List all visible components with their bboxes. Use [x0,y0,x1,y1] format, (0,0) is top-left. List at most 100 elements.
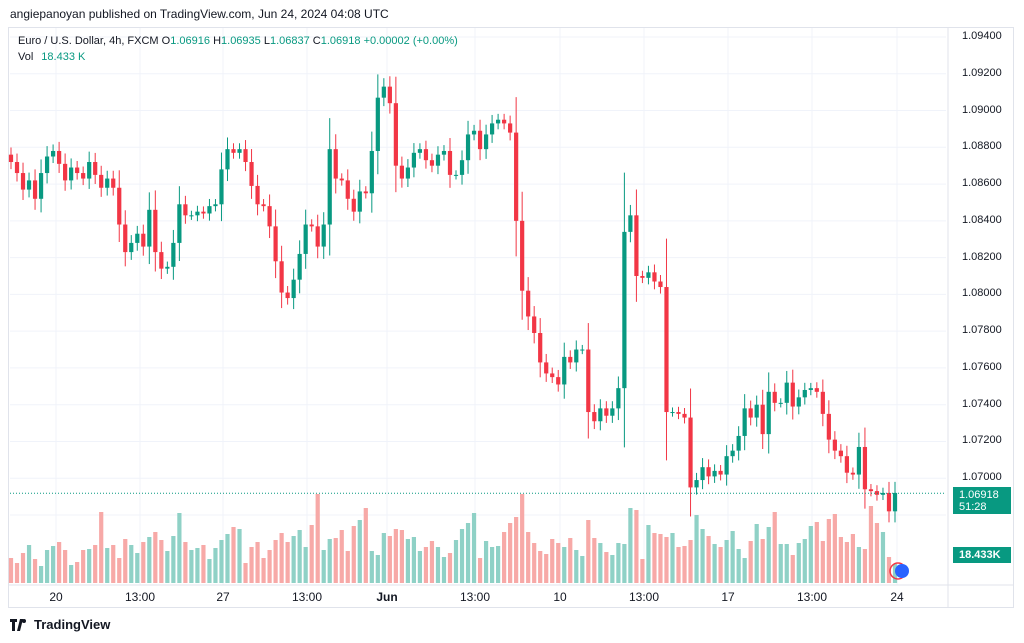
volume-bar [580,556,585,583]
volume-bar [303,547,308,583]
volume-bar [411,537,417,583]
volume-bar [471,513,477,583]
candle-body [81,173,86,179]
symbol-title[interactable]: Euro / U.S. Dollar, 4h, FXCM [18,35,159,47]
candle-body [417,149,423,153]
chart-legend: Euro / U.S. Dollar, 4h, FXCM O1.06916 H1… [18,33,458,65]
volume-bar [592,538,597,583]
candle-body [315,226,320,247]
candle-body [550,373,555,378]
volume-badge: 18.433K [953,547,1011,563]
candle-body [562,356,567,385]
price-tick-label: 1.07400 [962,397,1002,410]
price-tick-label: 1.07000 [962,471,1002,484]
tradingview-brand[interactable]: TradingView [34,617,111,632]
candle-body [471,130,477,135]
volume-bar [20,553,26,583]
candle-body [351,198,356,212]
candle-body [556,377,561,385]
candle-body [874,491,880,495]
candle-body [50,150,56,157]
candle-body [718,470,723,475]
volume-bar [213,548,218,583]
low-value: 1.06837 [269,35,310,47]
volume-bar [249,547,254,583]
candle-body [862,446,868,490]
volume-bar [351,526,356,583]
volume-bar [502,532,507,583]
volume-bar [14,563,20,583]
volume-bar [586,520,591,583]
candle-body [93,162,98,175]
chart-pane[interactable] [8,27,1014,608]
candle-body [63,163,68,181]
volume-bar [838,537,843,583]
volume-bar [285,542,290,583]
volume-bar [489,547,495,583]
tradingview-logo-icon [10,618,26,631]
volume-bar [784,544,789,583]
high-value: 1.06935 [221,35,261,47]
candle-body [784,382,789,403]
volume-bar [670,533,675,583]
volume-bar [748,541,753,583]
volume-bar [141,542,146,583]
volume-bar [850,534,856,583]
volume-bar [50,546,56,583]
candle-body [574,349,579,363]
candle-body [790,382,795,407]
candle-body [159,252,164,269]
volume-bar [538,551,543,583]
volume-bar [622,544,627,583]
candle-body [231,149,236,153]
volume-bar [8,558,14,583]
volume-bar [802,539,807,583]
volume-bar [171,536,176,583]
candle-body [327,149,332,225]
close-value: 1.06918 [320,35,361,47]
volume-bar [123,539,128,583]
candle-body [526,290,531,317]
price-tick-label: 1.08000 [962,287,1002,300]
time-tick-label: Jun [376,590,398,604]
volume-bar [381,533,386,583]
candle-body [26,180,32,190]
volume-bar [658,534,663,583]
volume-bar [646,525,651,583]
volume-bar [628,508,633,583]
last-price-value: 1.06918 [959,489,999,501]
candle-body [538,332,543,363]
volume-bar [153,532,158,583]
volume-bar [243,563,248,583]
volume-bar [718,547,723,583]
candle-body [622,231,627,389]
volume-bar [273,540,278,583]
candle-body [652,272,657,282]
candle-body [189,215,194,217]
candle-body [405,167,411,179]
candle-body [273,226,278,262]
candle-body [357,191,362,212]
candle-body [580,349,585,351]
candle-body [856,446,862,475]
candle-body [796,397,801,407]
candle-body [742,408,747,436]
volume-bar [333,538,338,583]
candle-body [712,470,717,477]
volume-bar [291,536,296,583]
volume-bar [69,565,74,583]
candle-body [393,103,398,166]
candle-body [32,180,38,199]
price-tick-label: 1.08400 [962,213,1002,226]
volume-bar [147,537,152,583]
time-tick-label: 20 [49,590,63,604]
volume-bar [135,553,140,583]
volume-bar [399,530,404,583]
volume-label[interactable]: Vol [18,51,34,63]
volume-bar [177,513,182,583]
economic-event-icon[interactable] [895,564,909,578]
candle-body [447,150,453,175]
candle-body [495,119,501,124]
candle-body [291,279,296,299]
